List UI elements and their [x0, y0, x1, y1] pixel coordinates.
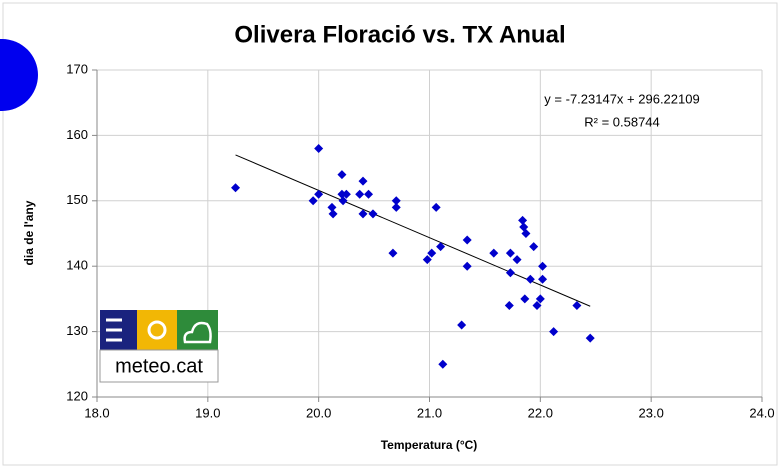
point — [518, 215, 528, 225]
y-tick-label: 150 — [66, 192, 88, 207]
point — [328, 209, 338, 219]
point — [585, 333, 595, 343]
x-tick-label: 22.0 — [528, 405, 553, 420]
logo-icon — [147, 320, 167, 340]
point — [427, 248, 437, 258]
point — [457, 320, 467, 330]
point — [549, 327, 559, 337]
point — [489, 248, 499, 258]
x-tick-label: 18.0 — [84, 405, 109, 420]
point — [512, 255, 522, 265]
trendline-equation: y = -7.23147x + 296.22109 — [544, 91, 699, 106]
x-tick-label: 24.0 — [749, 405, 774, 420]
point — [358, 176, 368, 186]
point — [462, 235, 472, 245]
point — [505, 268, 515, 278]
point — [364, 189, 374, 199]
point — [532, 300, 542, 310]
point — [525, 274, 535, 284]
point — [368, 209, 378, 219]
x-tick-label: 21.0 — [417, 405, 442, 420]
point — [504, 300, 514, 310]
point — [538, 261, 548, 271]
y-tick-label: 160 — [66, 127, 88, 142]
point — [355, 189, 365, 199]
point — [327, 202, 337, 212]
point — [436, 242, 446, 252]
x-axis-title: Temperatura (°C) — [381, 438, 478, 452]
point — [529, 242, 539, 252]
point — [388, 248, 398, 258]
logo-box — [99, 349, 219, 383]
point — [231, 183, 241, 193]
logo-block — [137, 310, 177, 350]
logo-block — [177, 310, 218, 350]
point — [520, 294, 530, 304]
x-tick-label: 19.0 — [195, 405, 220, 420]
point — [572, 300, 582, 310]
point — [308, 196, 318, 206]
point — [422, 255, 432, 265]
point — [521, 229, 531, 238]
point — [358, 209, 368, 219]
point — [391, 196, 401, 206]
point — [462, 261, 472, 271]
point — [341, 189, 351, 199]
y-tick-label: 140 — [66, 258, 88, 273]
decoration-circle — [0, 39, 38, 111]
chart-title: Olivera Floració vs. TX Anual — [234, 21, 565, 48]
logo-icon — [183, 321, 212, 344]
point — [538, 274, 548, 284]
point — [505, 248, 515, 258]
point — [314, 189, 324, 199]
trendline-r2: R² = 0.58744 — [584, 114, 660, 129]
point — [338, 196, 348, 206]
point — [431, 202, 441, 212]
point — [535, 294, 545, 304]
logo: meteo.cat — [99, 310, 219, 383]
y-tick-label: 170 — [66, 61, 88, 76]
y-axis-title: dia de l'any — [22, 200, 36, 265]
y-tick-label: 130 — [66, 323, 88, 338]
point — [438, 359, 448, 369]
point — [337, 170, 347, 180]
logo-text: meteo.cat — [115, 355, 203, 377]
point — [391, 202, 401, 212]
point — [314, 143, 324, 153]
y-tick-label: 120 — [66, 388, 88, 403]
x-tick-label: 23.0 — [639, 405, 664, 420]
x-tick-label: 20.0 — [306, 405, 331, 420]
plot-area: 120 130 140 150 160 170 18.0 19.0 20.0 21.0 22.0 23… — [66, 61, 774, 420]
